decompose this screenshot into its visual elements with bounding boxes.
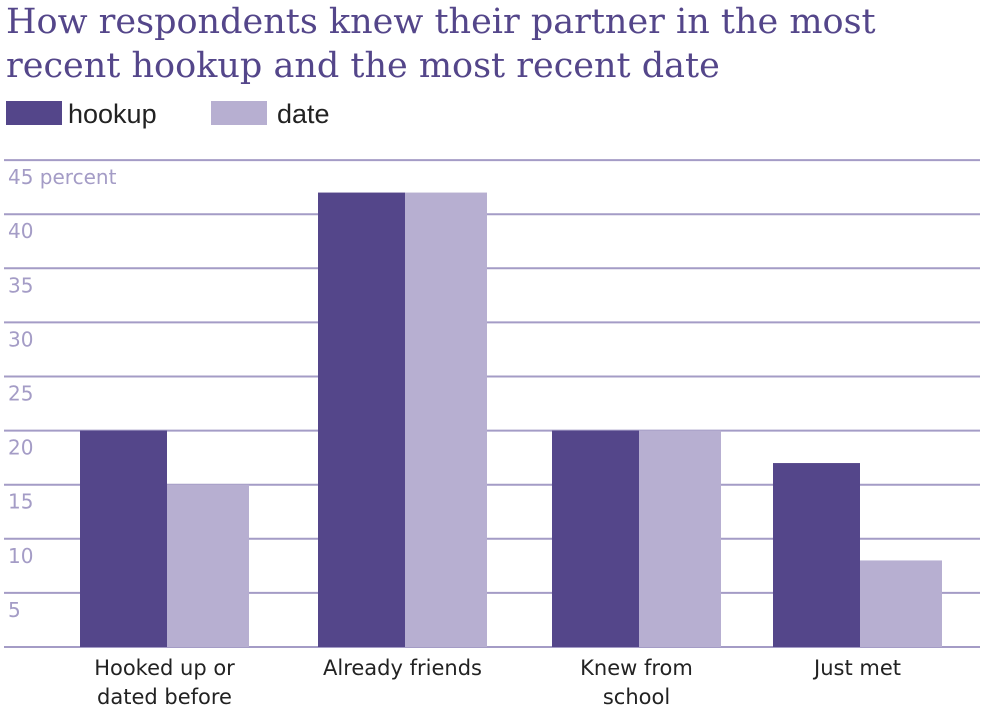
y-tick-label-30: 30 xyxy=(8,327,33,351)
y-tick-label-45: 45 percent xyxy=(8,165,117,189)
category-label-2-line-0: Knew from xyxy=(580,656,693,680)
category-label-2-line-1: school xyxy=(603,685,670,709)
y-tick-label-25: 25 xyxy=(8,382,33,406)
y-tick-label-15: 15 xyxy=(8,490,33,514)
legend-swatch-date xyxy=(211,101,267,125)
y-tick-label-20: 20 xyxy=(8,436,33,460)
bar-date-3 xyxy=(860,560,942,647)
bar-hookup-1 xyxy=(318,192,405,647)
category-label-0-line-1: dated before xyxy=(97,685,232,709)
bar-date-1 xyxy=(405,192,487,647)
y-tick-label-10: 10 xyxy=(8,544,33,568)
bar-hookup-0 xyxy=(80,430,167,647)
y-tick-label-35: 35 xyxy=(8,273,33,297)
category-label-3-line-0: Just met xyxy=(812,656,901,680)
category-label-1-line-0: Already friends xyxy=(323,656,482,680)
bar-date-0 xyxy=(167,484,249,647)
legend-swatch-hookup xyxy=(6,101,62,125)
legend-label-hookup: hookup xyxy=(68,99,157,129)
y-tick-label-5: 5 xyxy=(8,598,21,622)
chart-title: How respondents knew their partner in th… xyxy=(6,2,876,86)
legend-label-date: date xyxy=(277,99,330,129)
category-label-0-line-0: Hooked up or xyxy=(94,656,235,680)
bar-hookup-2 xyxy=(552,430,639,647)
bar-date-2 xyxy=(639,430,721,647)
y-tick-label-40: 40 xyxy=(8,219,33,243)
bar-hookup-3 xyxy=(773,463,860,647)
